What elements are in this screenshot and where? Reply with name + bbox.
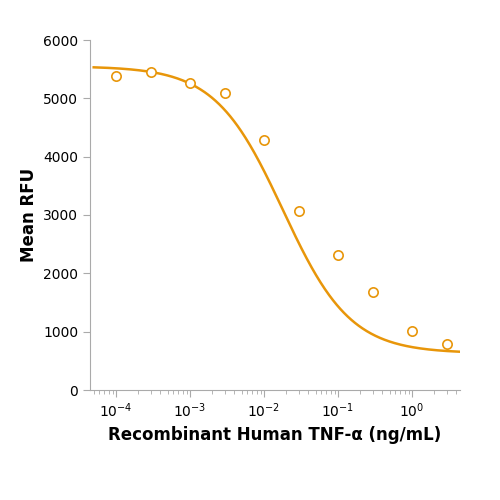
Point [443, 340, 451, 348]
Point [221, 89, 229, 97]
Point [112, 72, 120, 80]
Y-axis label: Mean RFU: Mean RFU [20, 168, 38, 262]
Point [369, 288, 377, 296]
Point [186, 78, 194, 86]
Point [334, 251, 342, 259]
Point [408, 327, 416, 335]
Point [260, 136, 268, 144]
Point [147, 68, 155, 76]
X-axis label: Recombinant Human TNF-α (ng/mL): Recombinant Human TNF-α (ng/mL) [108, 426, 442, 444]
Point [295, 206, 303, 214]
